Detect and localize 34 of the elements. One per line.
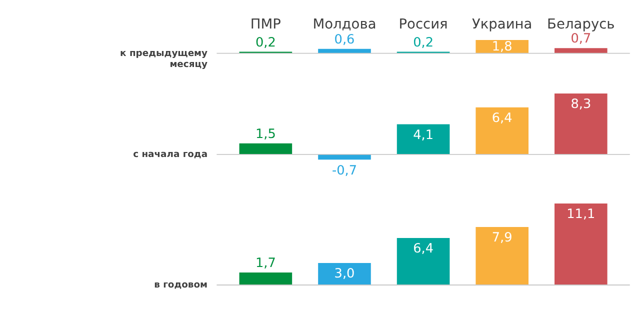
data-label: 6,4 — [413, 242, 434, 257]
data-label: 7,9 — [492, 230, 512, 246]
data-label: 0,7 — [570, 32, 592, 47]
bar — [554, 48, 608, 54]
bar — [239, 143, 292, 154]
data-label: 1,8 — [492, 39, 512, 54]
data-label: 4,1 — [413, 128, 434, 144]
x-tick-label: Россия — [398, 16, 448, 33]
data-label: 8,3 — [570, 97, 592, 112]
data-label: 1,7 — [255, 256, 276, 271]
bar — [318, 48, 371, 54]
x-tick-label: Украина — [472, 16, 532, 33]
x-tick-label: Молдова — [312, 16, 376, 33]
data-label: 1,5 — [255, 126, 276, 142]
data-label: 0,2 — [413, 35, 434, 50]
data-label: 0,2 — [255, 35, 276, 50]
y-axis-title: к предыдущему месяцу — [120, 48, 208, 70]
y-axis-title: с начала года — [133, 149, 208, 160]
bar — [476, 226, 529, 285]
bar — [554, 93, 608, 154]
bar — [396, 124, 450, 154]
data-label: 6,4 — [492, 111, 512, 126]
bar — [396, 238, 450, 285]
x-tick-label: Беларусь — [547, 16, 615, 33]
data-label: -0,7 — [332, 163, 358, 178]
bar — [239, 272, 292, 285]
x-tick-label: ПМР — [250, 16, 281, 33]
data-label: 3,0 — [334, 266, 355, 282]
bar — [554, 203, 608, 285]
y-axis-title: в годовом — [154, 280, 208, 291]
bar — [318, 262, 371, 285]
bar — [476, 107, 529, 154]
data-label: 11,1 — [566, 207, 596, 222]
data-label: 0,6 — [334, 32, 355, 48]
